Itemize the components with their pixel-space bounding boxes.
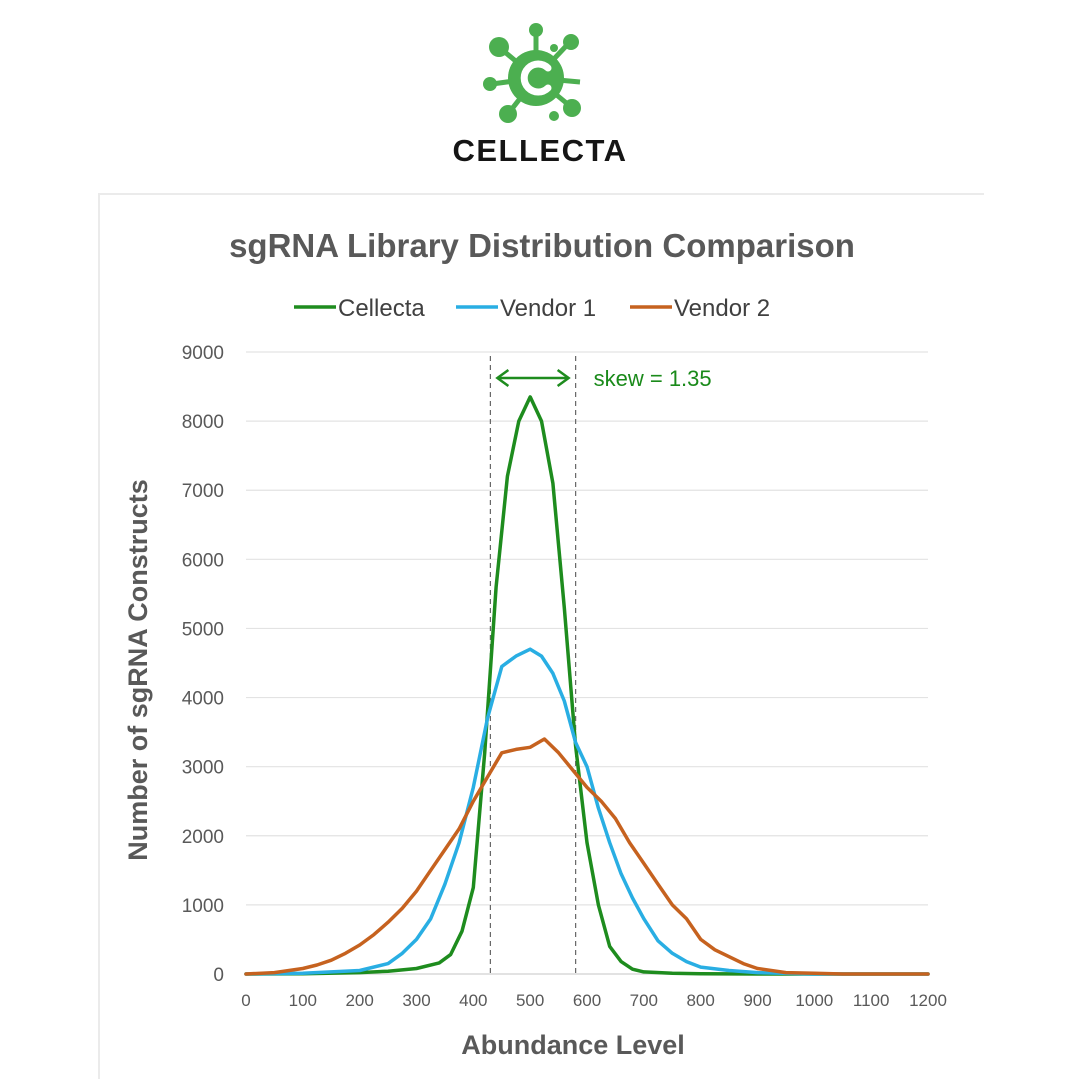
x-tick-label: 0 xyxy=(241,991,250,1010)
series-line-vendor-2 xyxy=(244,737,930,976)
legend-label: Vendor 2 xyxy=(674,295,770,322)
y-tick-label: 7000 xyxy=(182,481,224,502)
y-tick-label: 3000 xyxy=(182,758,224,779)
x-tick-label: 600 xyxy=(573,991,601,1010)
x-axis-title: Abundance Level xyxy=(461,1030,685,1060)
x-tick-label: 100 xyxy=(289,991,317,1010)
series-line-cellecta xyxy=(244,395,930,976)
series-line-vendor-1 xyxy=(244,647,930,976)
skew-label: skew = 1.35 xyxy=(594,366,712,391)
brand-wordmark: CELLECTA xyxy=(452,133,628,168)
y-tick-label: 1000 xyxy=(182,896,224,917)
chart-legend: Cellecta Vendor 1 Vendor 2 xyxy=(294,295,770,322)
x-tick-label: 900 xyxy=(743,991,771,1010)
y-tick-label: 6000 xyxy=(182,550,224,571)
arrow-right-icon xyxy=(556,368,571,388)
chart-title: sgRNA Library Distribution Comparison xyxy=(229,227,855,264)
x-axis-ticks: 0 100 200 300 400 500 600 700 800 900 1000 1100 1200 xyxy=(241,991,947,1010)
y-tick-label: 4000 xyxy=(182,689,224,710)
y-tick-label: 2000 xyxy=(182,827,224,848)
line-chart: sgRNA Library Distribution Comparison Ce… xyxy=(123,227,947,1060)
gridlines xyxy=(246,351,928,975)
x-tick-label: 200 xyxy=(345,991,373,1010)
skew-annotation: skew = 1.35 xyxy=(489,356,712,974)
series-lines xyxy=(244,395,930,976)
x-tick-label: 800 xyxy=(686,991,714,1010)
y-axis-title: Number of sgRNA Constructs xyxy=(123,479,153,861)
x-tick-label: 400 xyxy=(459,991,487,1010)
x-tick-label: 1200 xyxy=(909,991,947,1010)
y-tick-label: 5000 xyxy=(182,619,224,640)
arrow-left-icon xyxy=(495,368,510,388)
x-tick-label: 1100 xyxy=(853,991,890,1010)
brand-logo: CELLECTA xyxy=(0,0,1080,180)
x-tick-label: 300 xyxy=(402,991,430,1010)
x-tick-label: 1000 xyxy=(795,991,833,1010)
legend-label: Cellecta xyxy=(338,295,425,322)
y-tick-label: 9000 xyxy=(182,343,224,364)
x-tick-label: 700 xyxy=(630,991,658,1010)
cellecta-virus-logo-icon xyxy=(483,23,581,123)
x-tick-label: 500 xyxy=(516,991,544,1010)
y-tick-label: 0 xyxy=(213,965,224,986)
y-tick-label: 8000 xyxy=(182,412,224,433)
legend-label: Vendor 1 xyxy=(500,295,596,322)
y-axis-ticks: 0 1000 2000 3000 4000 5000 6000 7000 8000 9000 xyxy=(182,343,224,986)
chart-panel: sgRNA Library Distribution Comparison Ce… xyxy=(98,193,984,1079)
